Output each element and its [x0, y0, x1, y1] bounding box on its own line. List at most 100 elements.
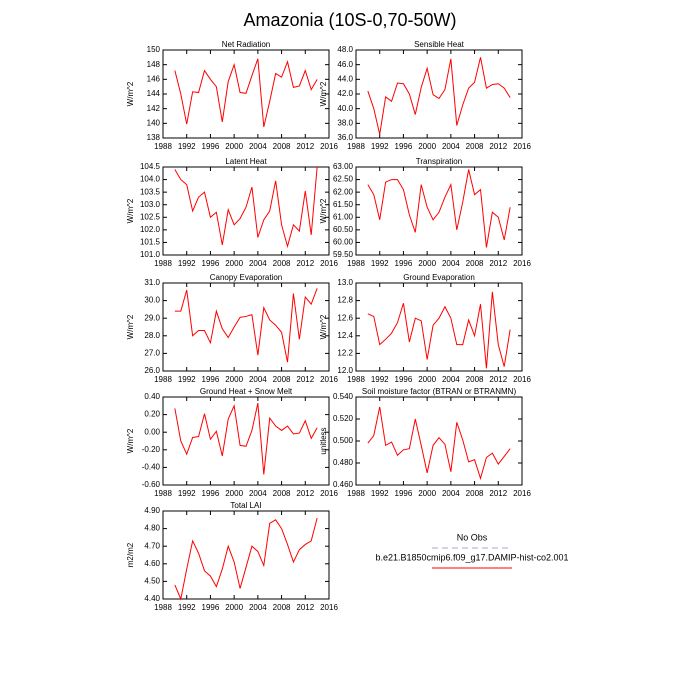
x-tick-label: 2000 [225, 375, 243, 384]
x-tick-label: 2000 [225, 489, 243, 498]
y-tick-label: 0.40 [144, 392, 160, 401]
x-tick-label: 1992 [371, 489, 389, 498]
y-tick-label: 4.90 [144, 506, 160, 515]
x-tick-label: 1988 [154, 142, 172, 151]
y-tick-label: 102.0 [140, 225, 161, 234]
x-tick-label: 2016 [320, 142, 338, 151]
plot-frame [355, 166, 523, 256]
panel-title: Total LAI [230, 501, 261, 510]
y-tick-label: 12.0 [337, 366, 353, 375]
y-tick-label: 150 [147, 45, 161, 54]
x-tick-label: 1988 [347, 375, 365, 384]
x-tick-label: 2004 [249, 603, 267, 612]
y-tick-label: 144 [147, 89, 161, 98]
plot-frame [162, 166, 330, 256]
y-tick-label: 62.00 [333, 187, 354, 196]
x-tick-label: 2008 [466, 375, 484, 384]
y-tick-label: 140 [147, 118, 161, 127]
x-tick-label: 2012 [296, 375, 314, 384]
y-axis-label: W/m^2 [126, 314, 135, 339]
y-axis-label: W/m^2 [126, 198, 135, 223]
x-tick-label: 2012 [489, 259, 507, 268]
y-tick-label: 12.2 [337, 349, 353, 358]
y-tick-label: -0.20 [142, 445, 161, 454]
y-tick-label: 102.5 [140, 212, 161, 221]
panel-title: Net Radiation [222, 40, 270, 49]
y-tick-label: 4.60 [144, 559, 160, 568]
y-axis-label: W/m^2 [126, 428, 135, 453]
y-tick-label: 31.0 [144, 278, 160, 287]
x-tick-label: 1988 [347, 489, 365, 498]
y-tick-label: 60.50 [333, 225, 354, 234]
x-tick-label: 1992 [178, 375, 196, 384]
y-tick-label: 61.00 [333, 212, 354, 221]
y-axis-label: unitless [319, 427, 328, 454]
y-axis-label: W/m^2 [319, 81, 328, 106]
x-tick-label: 2000 [225, 142, 243, 151]
data-line [367, 57, 511, 135]
x-tick-label: 2004 [249, 375, 267, 384]
x-tick-label: 1996 [395, 375, 413, 384]
plot-frame [355, 396, 523, 486]
x-tick-label: 2012 [489, 375, 507, 384]
y-tick-label: 12.4 [337, 331, 353, 340]
y-tick-label: 0.480 [333, 458, 354, 467]
x-tick-label: 2016 [513, 489, 531, 498]
y-tick-label: 13.0 [337, 278, 353, 287]
y-tick-label: 63.00 [333, 162, 354, 171]
x-tick-label: 2016 [320, 603, 338, 612]
panel-title: Ground Evaporation [403, 273, 475, 282]
x-tick-label: 1992 [178, 603, 196, 612]
x-tick-label: 1996 [202, 259, 220, 268]
x-tick-label: 1996 [202, 489, 220, 498]
x-tick-label: 1992 [371, 375, 389, 384]
y-tick-label: -0.40 [142, 463, 161, 472]
y-tick-label: 101.0 [140, 250, 161, 259]
y-tick-label: 46.0 [337, 60, 353, 69]
data-line [367, 291, 511, 369]
data-line [174, 288, 318, 363]
x-tick-label: 2016 [320, 489, 338, 498]
x-tick-label: 1988 [347, 142, 365, 151]
x-tick-label: 2008 [273, 603, 291, 612]
x-tick-label: 2004 [442, 489, 460, 498]
data-line [174, 58, 318, 128]
y-tick-label: 0.460 [333, 480, 354, 489]
x-tick-label: 2016 [513, 142, 531, 151]
x-tick-label: 1988 [154, 489, 172, 498]
x-tick-label: 2004 [249, 489, 267, 498]
figure-title: Amazonia (10S-0,70-50W) [243, 10, 456, 30]
y-tick-label: 104.5 [140, 162, 161, 171]
y-tick-label: 103.0 [140, 200, 161, 209]
y-tick-label: 12.8 [337, 296, 353, 305]
x-tick-label: 1996 [395, 142, 413, 151]
y-axis-label: W/m^2 [126, 81, 135, 106]
legend-label: b.e21.B1850cmip6.f09_g17.DAMIP-hist-co2.… [375, 552, 568, 562]
y-tick-label: 44.0 [337, 74, 353, 83]
x-tick-label: 2004 [442, 142, 460, 151]
x-tick-label: 2012 [489, 489, 507, 498]
y-tick-label: 30.0 [144, 296, 160, 305]
y-tick-label: 60.00 [333, 238, 354, 247]
x-tick-label: 2016 [513, 259, 531, 268]
x-tick-label: 2008 [466, 259, 484, 268]
panel-title: Transpiration [416, 157, 462, 166]
x-tick-label: 2000 [418, 489, 436, 498]
x-tick-label: 2008 [466, 489, 484, 498]
y-tick-label: 26.0 [144, 366, 160, 375]
y-tick-label: 103.5 [140, 187, 161, 196]
x-tick-label: 2000 [225, 603, 243, 612]
x-tick-label: 2008 [273, 375, 291, 384]
x-tick-label: 2016 [320, 375, 338, 384]
x-tick-label: 2008 [466, 142, 484, 151]
y-tick-label: 0.540 [333, 392, 354, 401]
data-line [174, 403, 318, 475]
x-tick-label: 2000 [225, 259, 243, 268]
x-tick-label: 2016 [320, 259, 338, 268]
x-tick-label: 1992 [371, 142, 389, 151]
y-tick-label: 27.0 [144, 349, 160, 358]
y-tick-label: 0.500 [333, 436, 354, 445]
y-axis-label: W/m^2 [319, 198, 328, 223]
x-tick-label: 2008 [273, 259, 291, 268]
y-tick-label: 40.0 [337, 104, 353, 113]
